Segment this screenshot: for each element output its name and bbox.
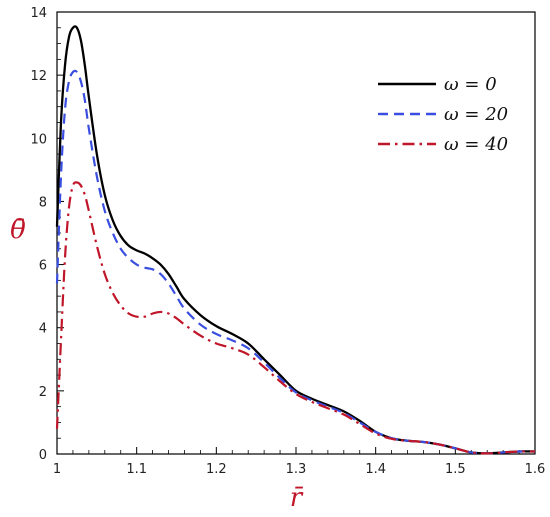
y-tick-label: 2 [39,385,47,400]
y-axis-label: θ̄ [10,215,26,245]
legend-label-2: ω = 40 [444,134,508,155]
x-tick-label: 1.5 [445,462,466,477]
y-tick-label: 8 [39,195,47,210]
x-tick-label: 1.6 [525,462,546,477]
legend-label-1: ω = 20 [444,104,508,125]
x-tick-label: 1 [53,462,61,477]
y-tick-label: 14 [30,6,47,21]
y-tick-label: 0 [39,448,47,463]
y-tick-label: 6 [39,259,47,274]
x-tick-label: 1.4 [365,462,386,477]
x-tick-label: 1.1 [126,462,147,477]
y-tick-label: 4 [39,322,47,337]
legend-label-0: ω = 0 [444,74,497,95]
x-axis-label: r̄ [290,483,304,513]
y-tick-label: 12 [30,69,47,84]
x-tick-label: 1.2 [206,462,227,477]
x-tick-label: 1.3 [286,462,307,477]
y-tick-label: 10 [30,132,47,147]
